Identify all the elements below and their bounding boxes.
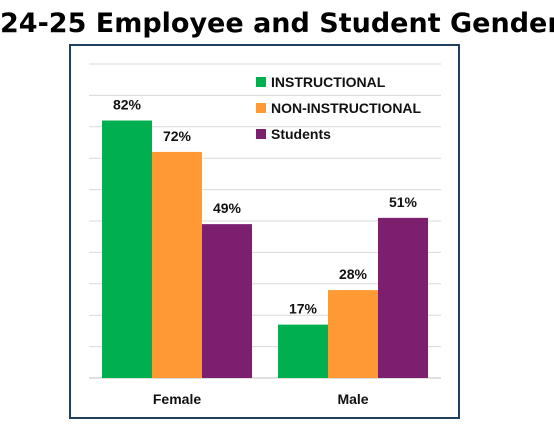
- legend-swatch: [256, 103, 266, 113]
- bar-instructional-female: [102, 120, 152, 379]
- legend-label: Students: [271, 126, 331, 142]
- data-label: 72%: [163, 128, 192, 144]
- data-label: 82%: [113, 97, 142, 113]
- x-tick-label-male: Male: [337, 391, 368, 407]
- data-label: 28%: [339, 266, 368, 282]
- data-label: 51%: [389, 194, 418, 210]
- bar-students-female: [202, 224, 252, 378]
- x-tick-label-female: Female: [153, 391, 201, 407]
- chart-title: 24-25 Employee and Student Gender: [0, 8, 554, 39]
- bar-non-instructional-male: [328, 290, 378, 378]
- legend-label: NON-INSTRUCTIONAL: [271, 100, 422, 116]
- chart-frame: 82% 72% 49% Female 17% 28% 51% Male INSTRUCTIONA…: [69, 44, 460, 419]
- legend-swatch: [256, 129, 266, 139]
- data-label: 49%: [213, 200, 242, 216]
- legend-label: INSTRUCTIONAL: [271, 74, 386, 90]
- bar-non-instructional-female: [152, 151, 202, 378]
- legend-swatch: [256, 77, 266, 87]
- bar-chart: 82% 72% 49% Female 17% 28% 51% Male INSTRUCTIONA…: [89, 63, 441, 407]
- data-label: 17%: [289, 301, 318, 317]
- bar-instructional-male: [278, 324, 328, 378]
- bar-students-male: [378, 217, 428, 378]
